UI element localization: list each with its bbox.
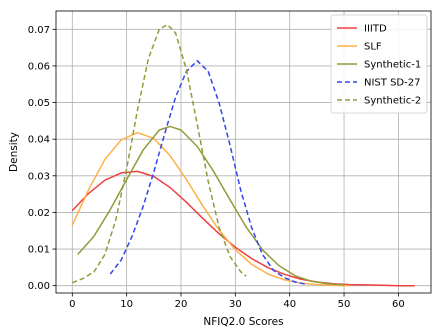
legend-entry: NIST SD-27 xyxy=(364,78,420,89)
y-tick-label: 0.05 xyxy=(28,98,50,109)
legend-entry: Synthetic-2 xyxy=(364,96,421,107)
plot-frame xyxy=(55,10,432,294)
y-tick-label: 0.04 xyxy=(28,135,50,146)
legend-entry: Synthetic-1 xyxy=(364,60,421,71)
x-tick-label: 30 xyxy=(229,299,242,310)
legend-entry: IIITD xyxy=(364,24,387,35)
x-tick-label: 60 xyxy=(392,299,405,310)
x-tick-label: 20 xyxy=(175,299,188,310)
y-tick-label: 0.00 xyxy=(28,281,50,292)
x-axis: 0 10 20 30 40 50 60 xyxy=(69,293,405,310)
y-tick-label: 0.02 xyxy=(28,208,50,219)
y-axis: 0.00 0.01 0.02 0.03 0.04 0.05 0.06 0.07 xyxy=(28,25,56,292)
y-tick-label: 0.07 xyxy=(28,25,50,36)
series-line-synthetic-1 xyxy=(77,125,345,286)
x-tick-label: 10 xyxy=(120,299,133,310)
y-axis-label: Density xyxy=(8,132,20,172)
x-tick-label: 0 xyxy=(69,299,75,310)
series-line-iiitd xyxy=(71,170,415,287)
x-tick-label: 50 xyxy=(338,299,351,310)
legend: IIITD SLF Synthetic-1 NIST SD-27 Synthetic-2 xyxy=(330,14,428,114)
y-tick-label: 0.01 xyxy=(28,245,50,256)
y-tick-label: 0.06 xyxy=(28,61,50,72)
series-line-slf xyxy=(71,131,350,287)
legend-box xyxy=(330,14,428,114)
series-lines xyxy=(71,23,415,287)
x-tick-label: 40 xyxy=(283,299,296,310)
legend-entry: SLF xyxy=(364,42,382,53)
x-axis-label: NFIQ2.0 Scores xyxy=(203,316,283,328)
series-line-nist-sd-27 xyxy=(109,60,307,285)
y-tick-label: 0.03 xyxy=(28,171,50,182)
series-line-synthetic-2 xyxy=(72,23,247,284)
